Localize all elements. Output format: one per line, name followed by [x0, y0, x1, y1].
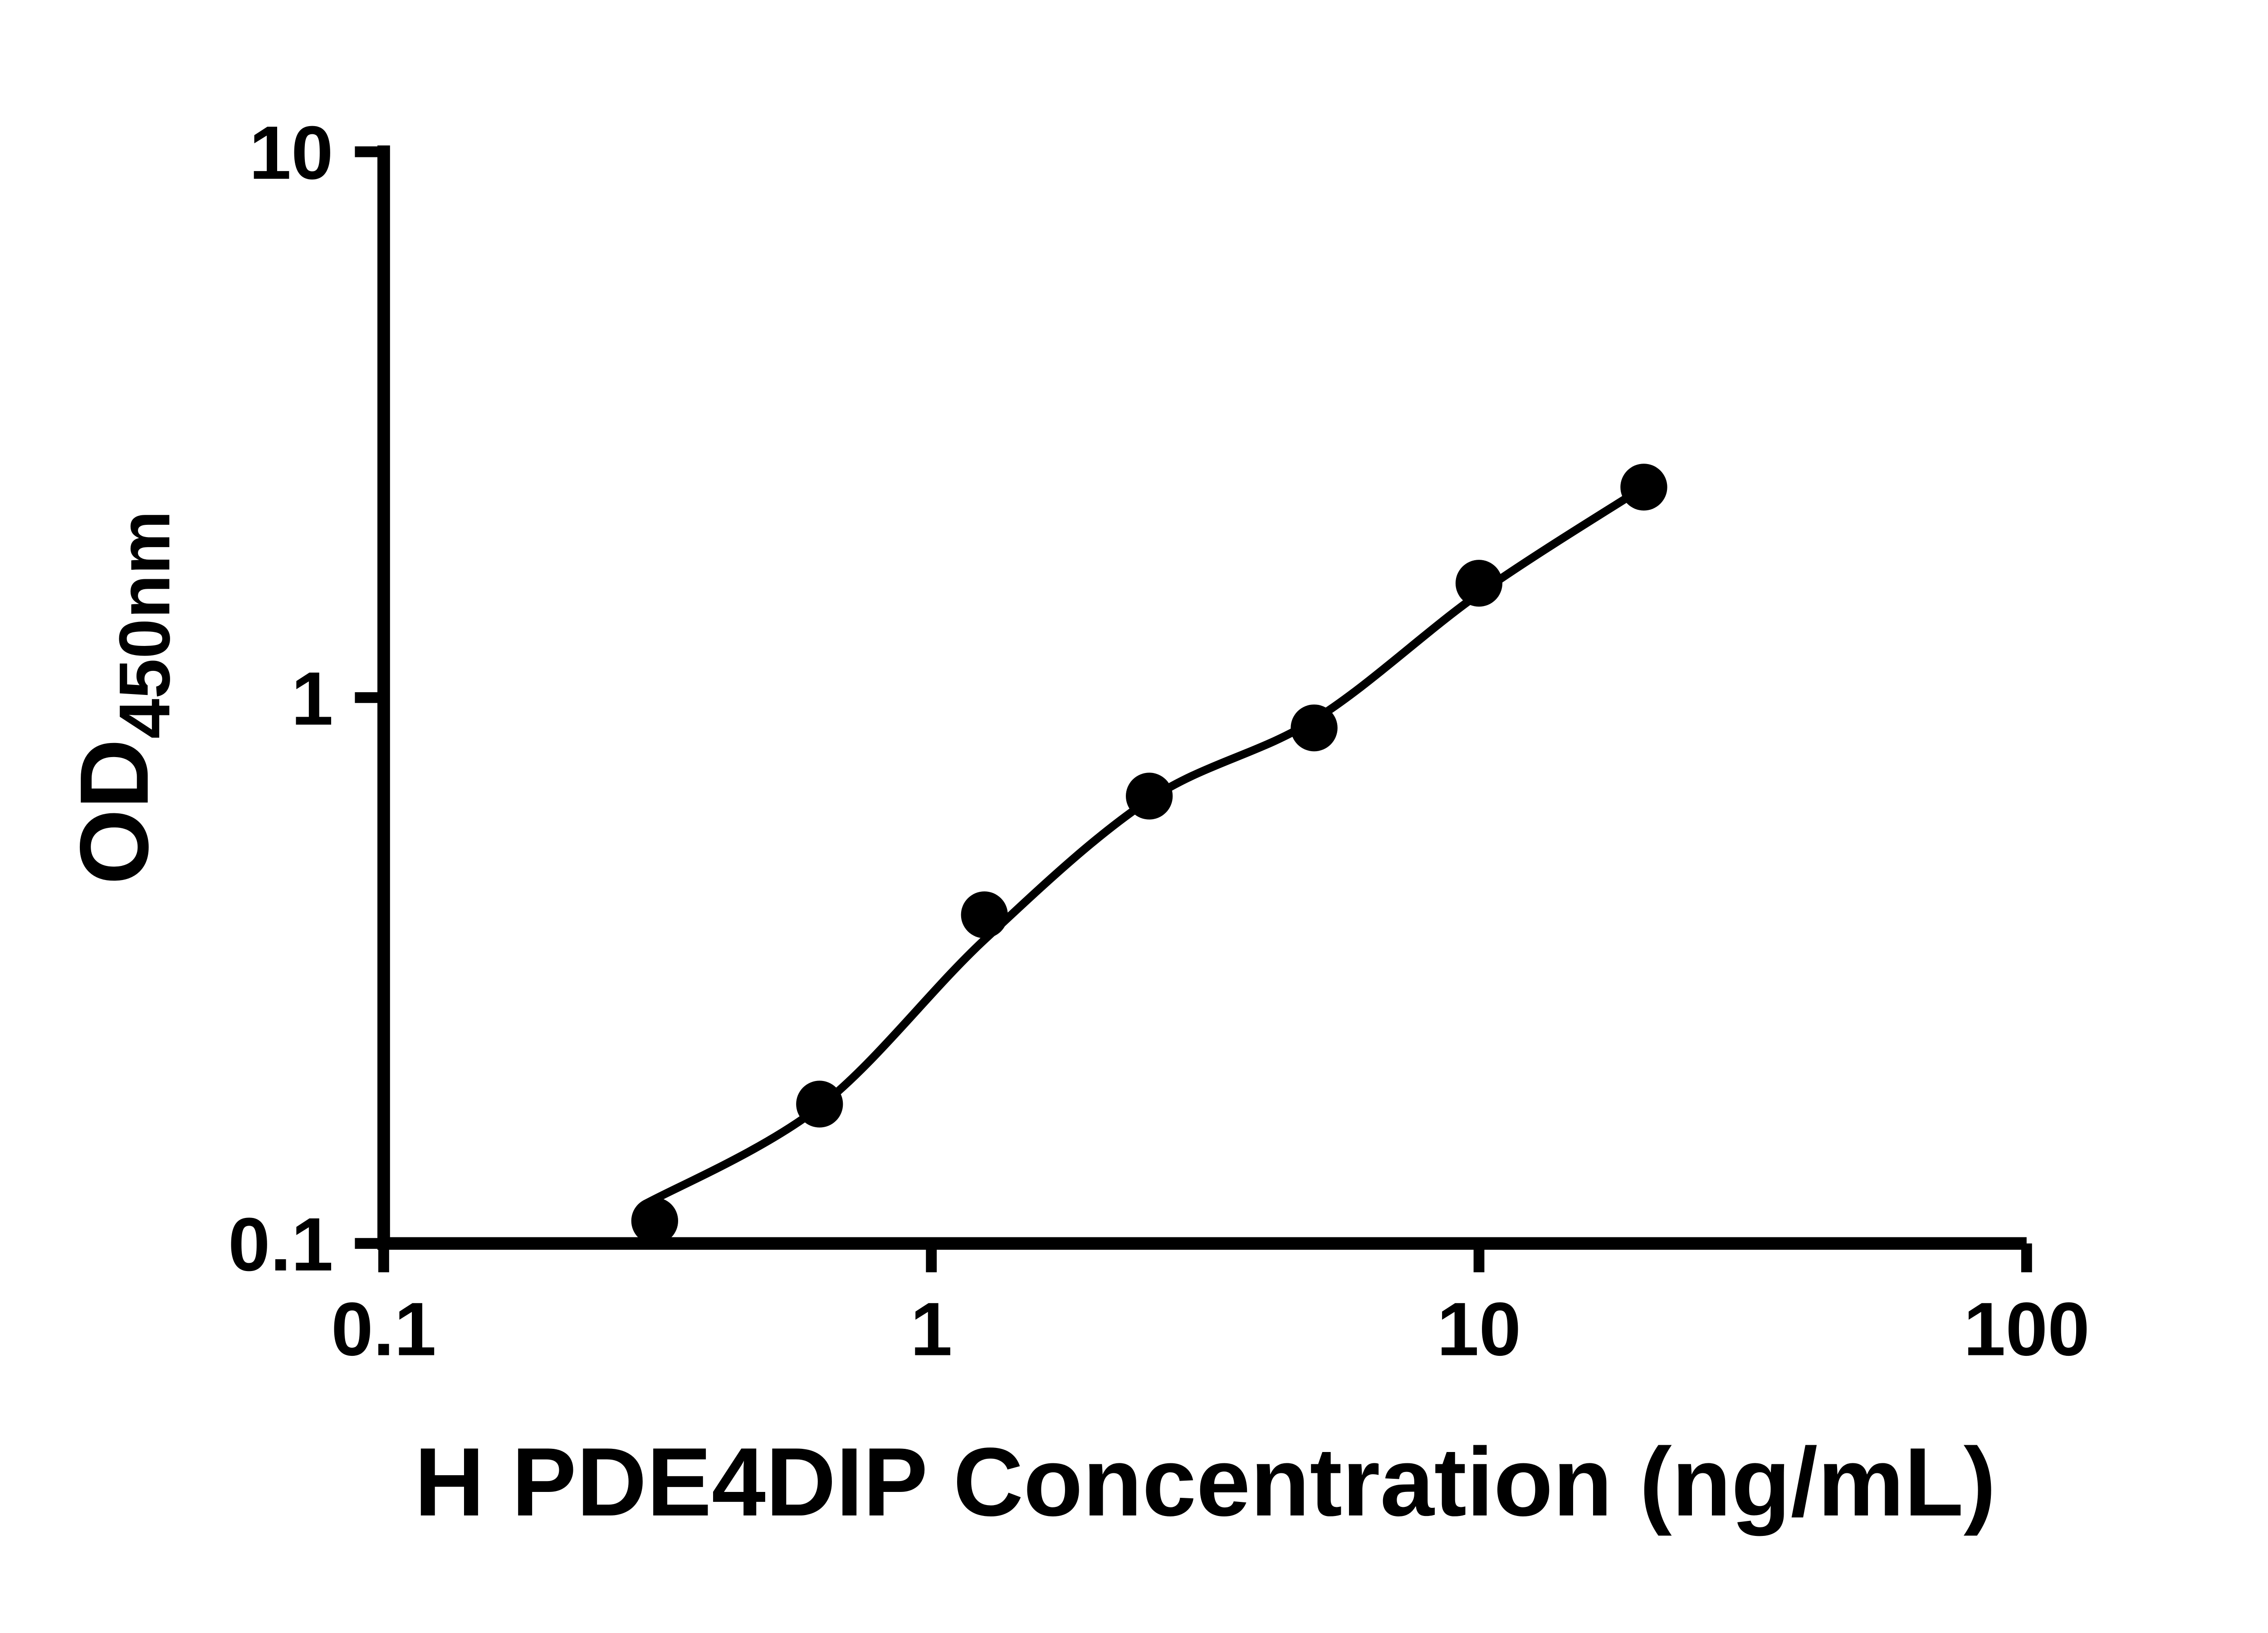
data-point — [631, 1197, 678, 1245]
x-tick-label: 100 — [1964, 1287, 2090, 1371]
x-axis-title: H PDE4DIP Concentration (ng/mL) — [414, 1428, 1996, 1536]
y-tick-label: 1 — [291, 656, 333, 741]
x-tick-label: 0.1 — [331, 1287, 436, 1371]
data-point — [796, 1081, 843, 1128]
data-point — [1455, 560, 1503, 607]
plot-area: 0.1 1 10 100 0.1 1 10 — [228, 111, 2090, 1371]
y-tick-label: 0.1 — [228, 1203, 333, 1287]
x-tick-label: 1 — [910, 1287, 953, 1371]
x-tick-label: 10 — [1437, 1287, 1521, 1371]
data-point — [1290, 704, 1338, 752]
y-axis-title-subscript: 450nm — [104, 510, 185, 738]
y-tick-label: 10 — [249, 111, 333, 195]
data-point — [1126, 772, 1173, 820]
y-axis-title: OD450nm — [60, 510, 185, 885]
data-point — [961, 891, 1008, 939]
data-point — [1620, 464, 1667, 511]
axes-spine — [377, 145, 2027, 1250]
y-axis-title-main: OD — [60, 739, 169, 885]
